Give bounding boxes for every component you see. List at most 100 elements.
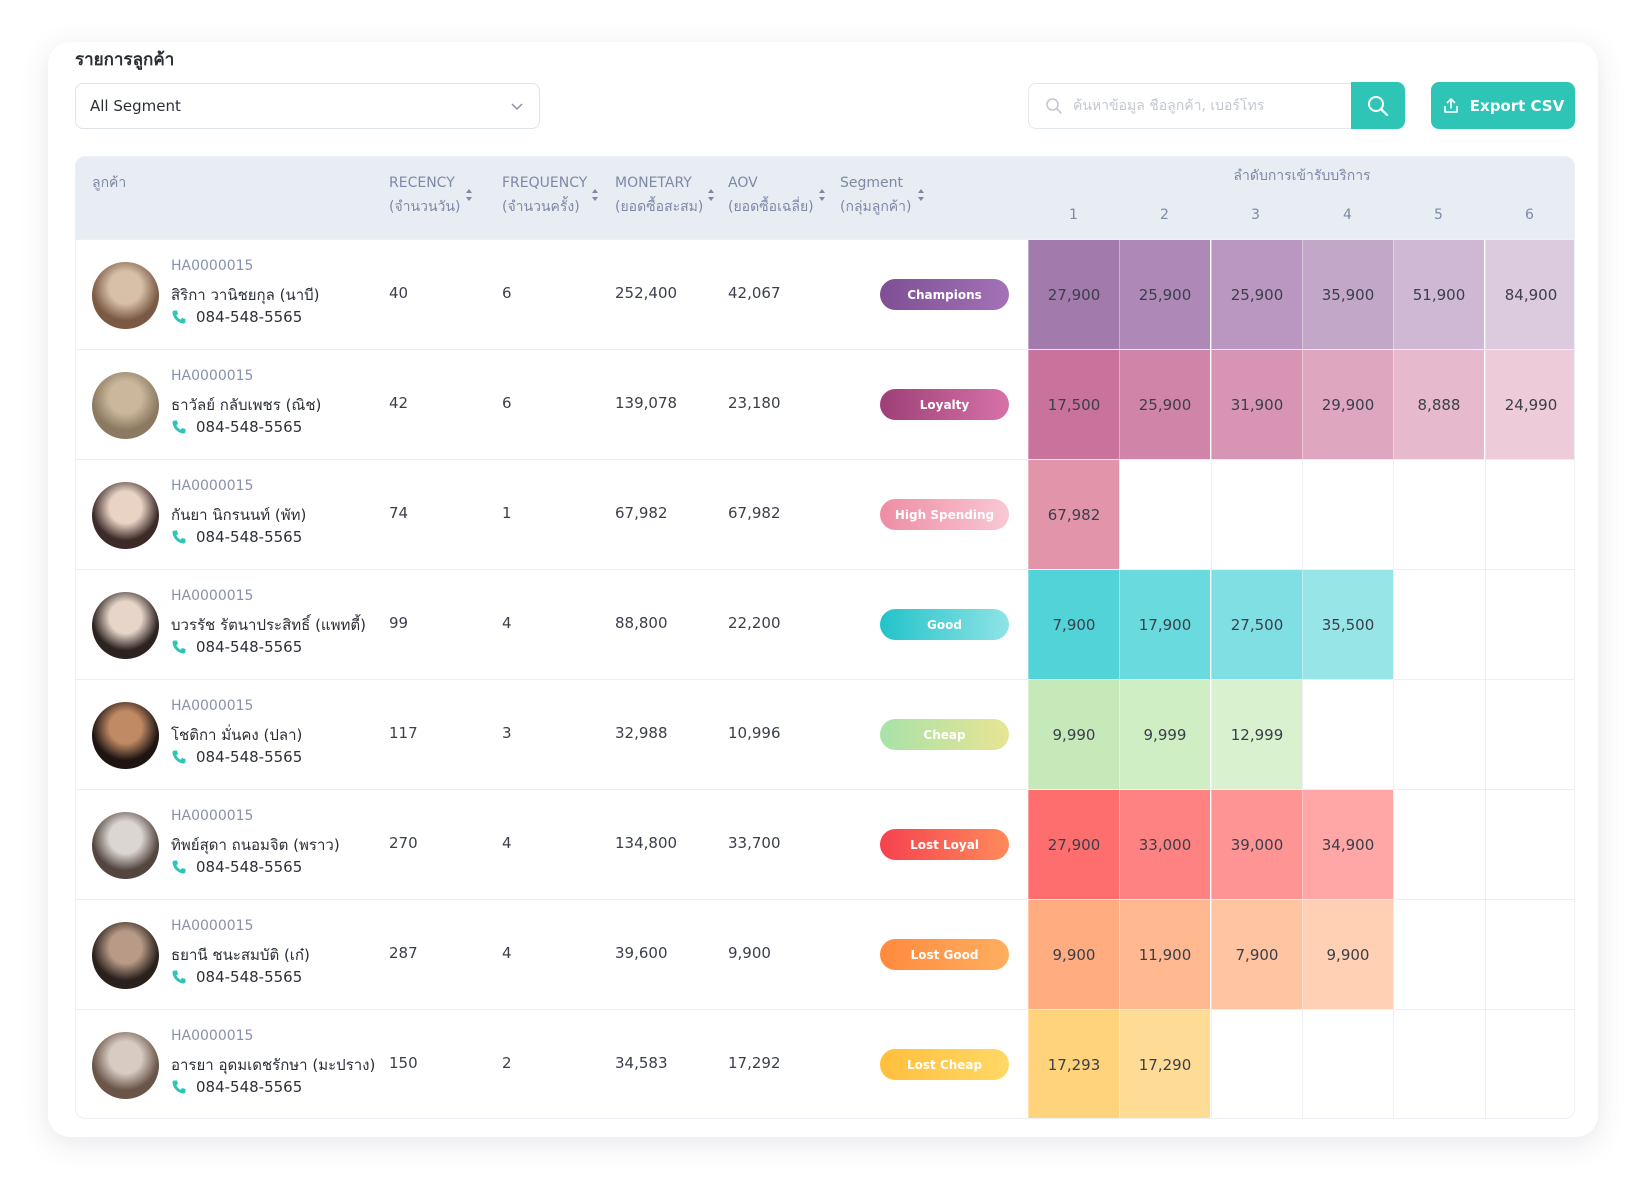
phone-icon bbox=[172, 750, 186, 764]
avatar bbox=[92, 922, 159, 989]
customer-id[interactable]: HA0000015 bbox=[171, 1028, 254, 1044]
chevron-down-icon bbox=[511, 103, 523, 111]
header-frequency[interactable]: FREQUENCY (จำนวนครั้ง) bbox=[502, 171, 612, 219]
customer-id[interactable]: HA0000015 bbox=[171, 918, 254, 934]
visit-cell: 27,500 bbox=[1211, 570, 1302, 680]
avatar bbox=[92, 1032, 159, 1099]
segment-badge: Good bbox=[880, 609, 1009, 640]
segment-badge: Lost Good bbox=[880, 939, 1009, 970]
visit-cell: 17,500 bbox=[1028, 350, 1119, 460]
visit-cell: 9,900 bbox=[1302, 900, 1393, 1010]
phone-icon bbox=[172, 640, 186, 654]
frequency-value: 4 bbox=[502, 614, 512, 632]
customer-name: ธยานี ชนะสมบัติ (เก๋) bbox=[171, 946, 310, 964]
visit-cell: 34,900 bbox=[1302, 790, 1393, 900]
customer-id[interactable]: HA0000015 bbox=[171, 588, 254, 604]
avatar bbox=[92, 702, 159, 769]
phone-icon bbox=[172, 530, 186, 544]
segment-badge: High Spending bbox=[880, 499, 1009, 530]
visit-cell-empty bbox=[1393, 570, 1484, 680]
search-field[interactable] bbox=[1028, 83, 1353, 129]
customer-id[interactable]: HA0000015 bbox=[171, 478, 254, 494]
visit-cell: 11,900 bbox=[1119, 900, 1210, 1010]
frequency-value: 3 bbox=[502, 724, 512, 742]
customer-id[interactable]: HA0000015 bbox=[171, 368, 254, 384]
sort-icon[interactable] bbox=[707, 187, 715, 203]
export-csv-button[interactable]: Export CSV bbox=[1431, 82, 1575, 129]
aov-value: 67,982 bbox=[728, 504, 781, 522]
visit-cell-empty bbox=[1119, 460, 1210, 570]
visit-cell-empty bbox=[1393, 460, 1484, 570]
monetary-value: 34,583 bbox=[615, 1054, 668, 1072]
visit-cell-empty bbox=[1302, 680, 1393, 790]
visit-cell: 7,900 bbox=[1211, 900, 1302, 1010]
customer-phone: 084-548-5565 bbox=[171, 748, 302, 766]
sort-icon[interactable] bbox=[917, 187, 925, 203]
header-aov[interactable]: AOV (ยอดซื้อเฉลี่ย) bbox=[728, 171, 836, 219]
segment-select[interactable]: All Segment bbox=[75, 83, 540, 129]
segment-select-value: All Segment bbox=[90, 97, 181, 115]
phone-number: 084-548-5565 bbox=[196, 748, 303, 766]
visit-cell: 29,900 bbox=[1302, 350, 1393, 460]
customer-id[interactable]: HA0000015 bbox=[171, 698, 254, 714]
phone-icon bbox=[172, 860, 186, 874]
monetary-value: 139,078 bbox=[615, 394, 678, 412]
customer-name: สิริกา วานิชยกุล (นาบี) bbox=[171, 286, 320, 304]
customer-name: กันยา นิกรนนท์ (พัท) bbox=[171, 506, 307, 524]
customer-phone: 084-548-5565 bbox=[171, 968, 302, 986]
visit-cell: 33,000 bbox=[1119, 790, 1210, 900]
visit-cell-empty bbox=[1485, 790, 1574, 900]
frequency-value: 6 bbox=[502, 284, 512, 302]
visit-cell: 25,900 bbox=[1211, 240, 1302, 350]
table-row[interactable]: HA0000015 ธยานี ชนะสมบัติ (เก๋) 084-548-55… bbox=[76, 899, 1574, 1010]
sort-icon[interactable] bbox=[465, 187, 473, 203]
table-row[interactable]: HA0000015 โชติกา มั่นคง (ปลา) 084-548-5565… bbox=[76, 679, 1574, 790]
header-recency[interactable]: RECENCY (จำนวนวัน) bbox=[389, 171, 489, 219]
header-monetary[interactable]: MONETARY (ยอดซื้อสะสม) bbox=[615, 171, 725, 219]
segment-badge: Champions bbox=[880, 279, 1009, 310]
visit-cell: 84,900 bbox=[1485, 240, 1574, 350]
phone-icon bbox=[172, 420, 186, 434]
phone-number: 084-548-5565 bbox=[196, 418, 303, 436]
table-row[interactable]: HA0000015 บวรรัช รัตนาประสิทธิ์ (แพทตี้) 0… bbox=[76, 569, 1574, 680]
customer-name: บวรรัช รัตนาประสิทธิ์ (แพทตี้) bbox=[171, 616, 366, 634]
table-row[interactable]: HA0000015 ธาวัลย์ กลับเพชร (ณิช) 084-548-5… bbox=[76, 349, 1574, 460]
monetary-value: 67,982 bbox=[615, 504, 668, 522]
visit-cell-empty bbox=[1211, 1010, 1302, 1118]
visit-cell: 25,900 bbox=[1119, 240, 1210, 350]
sort-icon[interactable] bbox=[818, 187, 826, 203]
frequency-value: 4 bbox=[502, 834, 512, 852]
search-button[interactable] bbox=[1351, 82, 1405, 129]
table-row[interactable]: HA0000015 ทิพย์สุดา ถนอมจิต (พราว) 084-548… bbox=[76, 789, 1574, 900]
search-icon bbox=[1046, 98, 1062, 114]
table-row[interactable]: HA0000015 อารยา อุดมเดชรักษา (มะปราง) 084-… bbox=[76, 1009, 1574, 1118]
sort-icon[interactable] bbox=[591, 187, 599, 203]
customer-id[interactable]: HA0000015 bbox=[171, 258, 254, 274]
table-row[interactable]: HA0000015 สิริกา วานิชยกุล (นาบี) 084-548-… bbox=[76, 239, 1574, 350]
customer-id[interactable]: HA0000015 bbox=[171, 808, 254, 824]
visit-cell: 17,900 bbox=[1119, 570, 1210, 680]
visit-cell: 9,999 bbox=[1119, 680, 1210, 790]
recency-value: 74 bbox=[389, 504, 409, 522]
monetary-value: 252,400 bbox=[615, 284, 678, 302]
search-input[interactable] bbox=[1073, 98, 1333, 114]
recency-value: 42 bbox=[389, 394, 409, 412]
frequency-value: 4 bbox=[502, 944, 512, 962]
customer-phone: 084-548-5565 bbox=[171, 528, 302, 546]
avatar bbox=[92, 372, 159, 439]
visit-cell: 8,888 bbox=[1393, 350, 1484, 460]
customer-phone: 084-548-5565 bbox=[171, 858, 302, 876]
visit-cell: 12,999 bbox=[1211, 680, 1302, 790]
visit-cell: 35,500 bbox=[1302, 570, 1393, 680]
segment-badge: Cheap bbox=[880, 719, 1009, 750]
monetary-value: 88,800 bbox=[615, 614, 668, 632]
search-icon bbox=[1368, 95, 1389, 116]
aov-value: 33,700 bbox=[728, 834, 781, 852]
visit-cell: 24,990 bbox=[1485, 350, 1574, 460]
export-csv-label: Export CSV bbox=[1469, 96, 1565, 115]
table-row[interactable]: HA0000015 กันยา นิกรนนท์ (พัท) 084-548-556… bbox=[76, 459, 1574, 570]
visit-cell-empty bbox=[1393, 900, 1484, 1010]
phone-number: 084-548-5565 bbox=[196, 1078, 303, 1096]
customer-name: ทิพย์สุดา ถนอมจิต (พราว) bbox=[171, 836, 340, 854]
header-segment[interactable]: Segment (กลุ่มลูกค้า) bbox=[840, 171, 935, 219]
